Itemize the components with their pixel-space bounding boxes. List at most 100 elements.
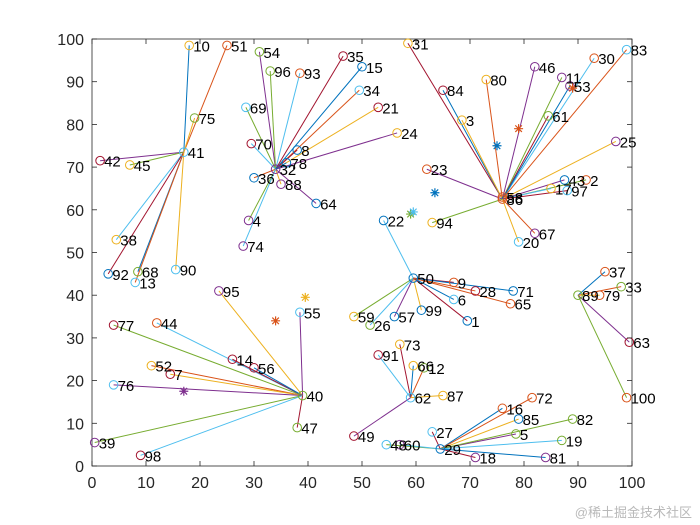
node-label-13: 13 xyxy=(139,275,156,292)
node-marker-54 xyxy=(254,47,265,57)
node-label-34: 34 xyxy=(363,83,380,100)
y-tick-label: 40 xyxy=(66,288,84,305)
node-marker-75 xyxy=(189,113,200,123)
connection-line-86-83 xyxy=(502,49,627,200)
node-marker-28 xyxy=(470,286,481,296)
node-label-36: 36 xyxy=(258,171,275,188)
node-label-25: 25 xyxy=(620,134,637,151)
connection-line-32-35 xyxy=(275,55,344,170)
connection-line-50-26 xyxy=(369,277,414,326)
node-label-59: 59 xyxy=(358,310,375,327)
connection-line-86-67 xyxy=(502,198,536,234)
node-marker-21 xyxy=(373,102,384,113)
node-label-64: 64 xyxy=(320,196,337,213)
connection-line-86-84 xyxy=(442,90,503,200)
connection-line-50-57 xyxy=(393,277,414,317)
centroid-marker-4 xyxy=(430,188,440,198)
node-label-4: 4 xyxy=(253,213,261,230)
node-marker-56 xyxy=(249,362,259,373)
connection-line-40-47 xyxy=(296,395,304,428)
connection-line-32-88 xyxy=(275,169,282,185)
node-label-42: 42 xyxy=(104,154,121,171)
node-marker-34 xyxy=(354,85,365,96)
node-marker-7 xyxy=(165,369,176,379)
node-marker-51 xyxy=(222,40,232,51)
node-marker-64 xyxy=(311,198,321,209)
node-label-5: 5 xyxy=(520,427,528,444)
connection-line-41-38 xyxy=(115,151,185,240)
connection-line-86-30 xyxy=(501,57,595,200)
node-label-100: 100 xyxy=(631,391,656,408)
node-label-92: 92 xyxy=(112,267,129,284)
node-marker-81 xyxy=(540,452,551,463)
connection-line-50-28 xyxy=(413,277,476,292)
node-marker-30 xyxy=(589,53,600,64)
node-marker-60 xyxy=(395,439,405,450)
node-label-3: 3 xyxy=(466,113,474,130)
node-marker-69 xyxy=(241,102,251,113)
node-marker-45 xyxy=(125,160,135,170)
connection-line-62-91 xyxy=(377,354,411,398)
node-label-61: 61 xyxy=(552,109,569,126)
node-marker-10 xyxy=(184,40,194,51)
node-label-85: 85 xyxy=(523,412,540,429)
node-marker-42 xyxy=(95,155,105,166)
node-marker-52 xyxy=(146,360,157,371)
node-label-97: 97 xyxy=(571,184,588,201)
node-label-16: 16 xyxy=(506,401,523,418)
connection-line-62-87 xyxy=(410,395,444,399)
connection-line-29-16 xyxy=(440,407,503,450)
node-label-76: 76 xyxy=(118,378,135,395)
connection-line-32-93 xyxy=(275,73,301,170)
node-marker-39 xyxy=(89,437,100,448)
connection-line-86-80 xyxy=(485,79,503,200)
node-label-82: 82 xyxy=(577,412,594,429)
connection-line-40-52 xyxy=(151,365,303,397)
node-marker-94 xyxy=(427,217,438,228)
connection-line-29-60 xyxy=(399,444,441,450)
centroid-marker-8 xyxy=(300,292,310,302)
centroid-marker-2 xyxy=(514,124,524,134)
node-label-54: 54 xyxy=(263,45,280,62)
node-marker-23 xyxy=(422,164,432,175)
node-label-44: 44 xyxy=(161,316,178,333)
connection-line-86-53 xyxy=(501,85,571,200)
node-label-60: 60 xyxy=(404,438,421,455)
connection-line-40-7 xyxy=(170,373,303,397)
node-marker-24 xyxy=(392,128,402,138)
connection-line-86-25 xyxy=(502,141,617,200)
node-label-98: 98 xyxy=(145,448,162,465)
connection-line-32-15 xyxy=(275,66,363,170)
node-label-20: 20 xyxy=(523,235,540,252)
node-label-67: 67 xyxy=(539,226,556,243)
node-label-50: 50 xyxy=(417,271,434,288)
node-marker-55 xyxy=(295,307,305,318)
node-marker-49 xyxy=(349,431,359,441)
node-marker-80 xyxy=(481,74,492,85)
node-label-62: 62 xyxy=(415,391,432,408)
node-marker-3 xyxy=(457,115,467,125)
node-marker-9 xyxy=(449,277,459,288)
node-label-73: 73 xyxy=(404,337,421,354)
connection-line-40-76 xyxy=(113,384,303,397)
node-label-69: 69 xyxy=(250,100,267,117)
node-marker-70 xyxy=(246,138,257,149)
node-marker-11 xyxy=(557,72,567,83)
connection-line-86-3 xyxy=(461,119,503,200)
node-marker-84 xyxy=(438,85,448,96)
x-tick-label: 70 xyxy=(461,475,479,492)
node-marker-8 xyxy=(292,145,303,155)
connection-line-62-66 xyxy=(410,365,414,398)
node-label-89: 89 xyxy=(582,288,599,305)
connection-line-86-43 xyxy=(502,179,565,200)
node-marker-66 xyxy=(408,360,419,371)
x-tick-label: 80 xyxy=(515,475,533,492)
node-marker-95 xyxy=(214,286,224,296)
node-label-51: 51 xyxy=(231,38,248,55)
node-marker-74 xyxy=(238,241,248,251)
connection-line-29-18 xyxy=(440,448,476,458)
node-label-32: 32 xyxy=(280,162,297,179)
node-label-22: 22 xyxy=(388,213,405,230)
node-marker-13 xyxy=(130,277,140,288)
